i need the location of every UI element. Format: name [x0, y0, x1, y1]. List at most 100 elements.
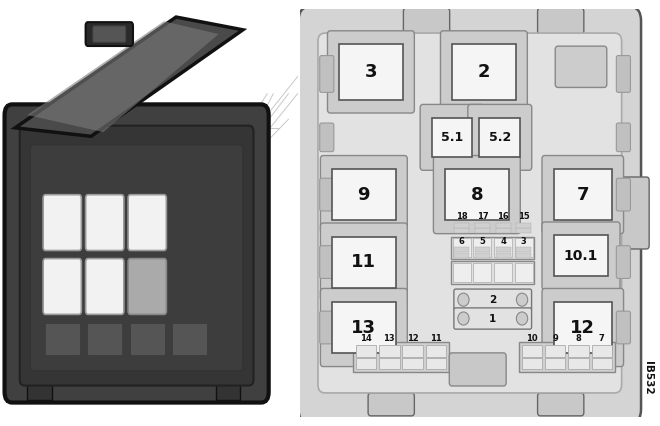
FancyBboxPatch shape	[86, 195, 124, 250]
Bar	[454, 247, 469, 252]
Text: 9: 9	[552, 334, 558, 343]
Bar	[332, 236, 395, 288]
FancyBboxPatch shape	[542, 288, 624, 366]
Text: 1: 1	[489, 314, 496, 323]
FancyBboxPatch shape	[319, 178, 334, 211]
Text: 16: 16	[497, 212, 509, 221]
Bar	[591, 345, 612, 357]
Text: 3: 3	[521, 236, 527, 245]
Bar	[545, 358, 566, 369]
Bar	[519, 342, 615, 372]
FancyBboxPatch shape	[86, 22, 133, 46]
FancyBboxPatch shape	[128, 195, 166, 250]
Bar	[475, 228, 490, 233]
FancyBboxPatch shape	[298, 6, 641, 423]
Bar	[568, 358, 589, 369]
FancyBboxPatch shape	[454, 289, 531, 310]
Bar	[554, 236, 609, 276]
Text: 12: 12	[570, 319, 595, 337]
FancyBboxPatch shape	[542, 155, 624, 233]
Bar	[516, 223, 531, 227]
FancyBboxPatch shape	[43, 195, 81, 250]
Bar	[454, 253, 469, 258]
Bar	[521, 358, 542, 369]
Text: 3: 3	[365, 63, 377, 81]
Bar	[554, 169, 612, 220]
FancyBboxPatch shape	[468, 104, 532, 170]
Bar	[521, 345, 542, 357]
FancyBboxPatch shape	[320, 288, 407, 366]
Bar	[88, 324, 121, 354]
Bar	[452, 44, 515, 100]
FancyBboxPatch shape	[320, 155, 407, 233]
FancyBboxPatch shape	[454, 308, 531, 329]
Text: 5.1: 5.1	[441, 131, 463, 144]
Text: 2: 2	[489, 295, 496, 305]
FancyBboxPatch shape	[420, 104, 484, 170]
Bar	[332, 302, 395, 353]
Polygon shape	[15, 17, 243, 136]
FancyBboxPatch shape	[616, 123, 630, 152]
Bar	[403, 345, 423, 357]
Text: 12: 12	[407, 334, 418, 343]
Bar	[332, 169, 395, 220]
FancyBboxPatch shape	[5, 104, 269, 403]
Bar	[494, 263, 512, 282]
Bar	[46, 324, 79, 354]
Bar	[545, 345, 566, 357]
Bar	[356, 345, 376, 357]
FancyBboxPatch shape	[555, 46, 607, 87]
Text: 7: 7	[577, 186, 589, 204]
FancyBboxPatch shape	[319, 311, 334, 344]
Bar	[216, 383, 240, 400]
Bar	[473, 238, 491, 257]
Text: 14: 14	[360, 334, 372, 343]
FancyBboxPatch shape	[128, 259, 166, 314]
FancyBboxPatch shape	[319, 123, 334, 152]
FancyBboxPatch shape	[20, 126, 253, 386]
Bar	[496, 247, 511, 252]
FancyBboxPatch shape	[86, 259, 124, 314]
Bar	[496, 223, 511, 227]
Bar	[454, 223, 469, 227]
Bar	[473, 263, 491, 282]
Bar	[353, 342, 449, 372]
Text: 5.2: 5.2	[488, 131, 511, 144]
FancyBboxPatch shape	[320, 223, 407, 301]
FancyBboxPatch shape	[542, 222, 620, 290]
Bar	[454, 228, 469, 233]
FancyBboxPatch shape	[538, 8, 584, 34]
Text: 18: 18	[456, 212, 467, 221]
FancyBboxPatch shape	[616, 178, 630, 211]
Text: 4: 4	[500, 236, 506, 245]
Text: 10.1: 10.1	[564, 249, 598, 263]
Circle shape	[458, 312, 469, 325]
Text: 13: 13	[383, 334, 395, 343]
Bar	[445, 169, 509, 220]
Bar	[403, 358, 423, 369]
Bar	[568, 345, 589, 357]
Bar	[515, 263, 533, 282]
FancyBboxPatch shape	[318, 33, 622, 393]
FancyBboxPatch shape	[619, 177, 649, 249]
Bar	[475, 247, 490, 252]
Text: 15: 15	[518, 212, 530, 221]
Text: 10: 10	[526, 334, 538, 343]
Circle shape	[216, 324, 246, 366]
Bar	[516, 247, 531, 252]
FancyBboxPatch shape	[616, 246, 630, 279]
FancyBboxPatch shape	[616, 311, 630, 344]
FancyBboxPatch shape	[449, 353, 506, 386]
Bar	[591, 358, 612, 369]
Text: 11: 11	[351, 253, 376, 271]
Text: 8: 8	[576, 334, 581, 343]
Bar	[475, 253, 490, 258]
Bar	[453, 263, 471, 282]
Text: 2: 2	[478, 63, 490, 81]
FancyBboxPatch shape	[43, 259, 81, 314]
Polygon shape	[27, 21, 218, 132]
FancyBboxPatch shape	[319, 55, 334, 92]
Bar	[496, 253, 511, 258]
Bar	[480, 118, 520, 157]
FancyBboxPatch shape	[368, 393, 414, 416]
